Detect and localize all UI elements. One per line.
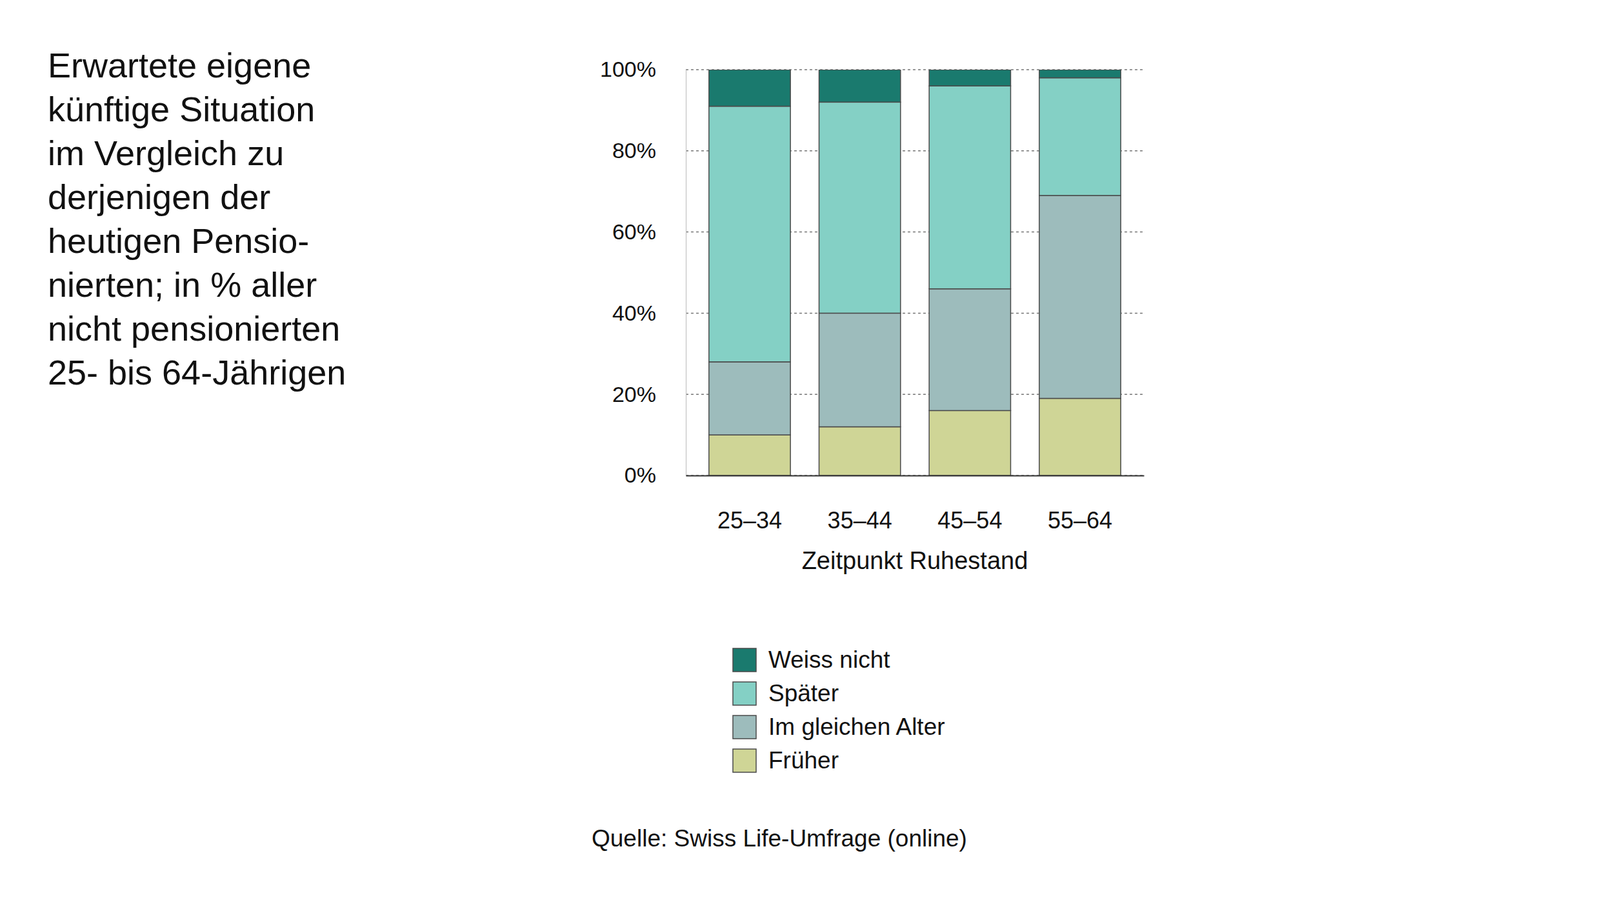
- legend-swatch: [732, 749, 757, 773]
- bar-segment: [819, 101, 901, 313]
- bar-segment: [929, 85, 1011, 290]
- source: Quelle: Swiss Life-Umfrage (online): [591, 825, 968, 852]
- bar-segment: [709, 434, 791, 476]
- x-tick-label: 55–64: [1047, 507, 1113, 534]
- x-tick: 55–64: [1047, 475, 1113, 534]
- y-tick-label: 0%: [624, 462, 657, 488]
- bar-segment: [709, 106, 791, 362]
- y-tick: 100%: [600, 56, 686, 82]
- grid: [685, 69, 1144, 476]
- x-axis-line: [686, 475, 1145, 477]
- bar-segment: [819, 312, 901, 427]
- legend-swatch: [732, 681, 757, 706]
- legend-label: Später: [768, 680, 839, 707]
- bar-segment: [819, 69, 901, 102]
- x-tick: 35–44: [827, 475, 893, 534]
- y-tick-label: 20%: [612, 381, 657, 407]
- bar-segment: [929, 69, 1011, 86]
- y-tick: 20%: [612, 381, 686, 407]
- y-axis: 0% 20% 40% 60% 80% 100%: [600, 56, 686, 488]
- legend: Weiss nicht Später Im gleichen Alter Früher: [732, 646, 946, 774]
- y-tick-label: 80%: [612, 138, 657, 163]
- x-tick: 45–54: [937, 475, 1002, 534]
- y-tick: 80%: [612, 138, 686, 163]
- title: Erwartete eigenekünftige Situationim Ver…: [47, 45, 346, 392]
- bars: [709, 69, 1121, 476]
- legend-swatch: [732, 715, 757, 739]
- bar-segment: [1039, 78, 1121, 196]
- bar-segment: [709, 361, 791, 435]
- legend-label: Weiss nicht: [768, 646, 891, 673]
- y-tick-label: 60%: [612, 219, 657, 244]
- x-axis-title: Zeitpunkt Ruhestand: [801, 547, 1029, 575]
- y-tick: 0%: [624, 462, 686, 488]
- x-tick-label: 35–44: [827, 507, 893, 534]
- x-axis: 25–34 35–44 45–54 55–64: [686, 475, 1145, 534]
- y-tick-label: 100%: [600, 56, 657, 82]
- legend-label: Im gleichen Alter: [768, 713, 946, 740]
- bar-segment: [709, 69, 791, 107]
- bar-segment: [929, 410, 1011, 476]
- y-tick-label: 40%: [612, 300, 657, 326]
- legend-swatch: [732, 648, 757, 672]
- legend-label: Früher: [768, 747, 839, 774]
- bar-segment: [1039, 398, 1121, 476]
- y-axis-line: [685, 70, 687, 477]
- bar-segment: [1039, 195, 1121, 399]
- x-tick-label: 45–54: [937, 507, 1002, 534]
- bar-segment: [929, 289, 1011, 411]
- x-tick-label: 25–34: [717, 507, 782, 534]
- y-tick: 60%: [612, 219, 686, 244]
- bar-segment: [819, 427, 901, 476]
- x-tick: 25–34: [717, 475, 782, 534]
- chart: Erwartete eigenekünftige Situationim Ver…: [0, 0, 1600, 900]
- bar-segment: [1039, 69, 1121, 79]
- y-tick: 40%: [612, 300, 686, 326]
